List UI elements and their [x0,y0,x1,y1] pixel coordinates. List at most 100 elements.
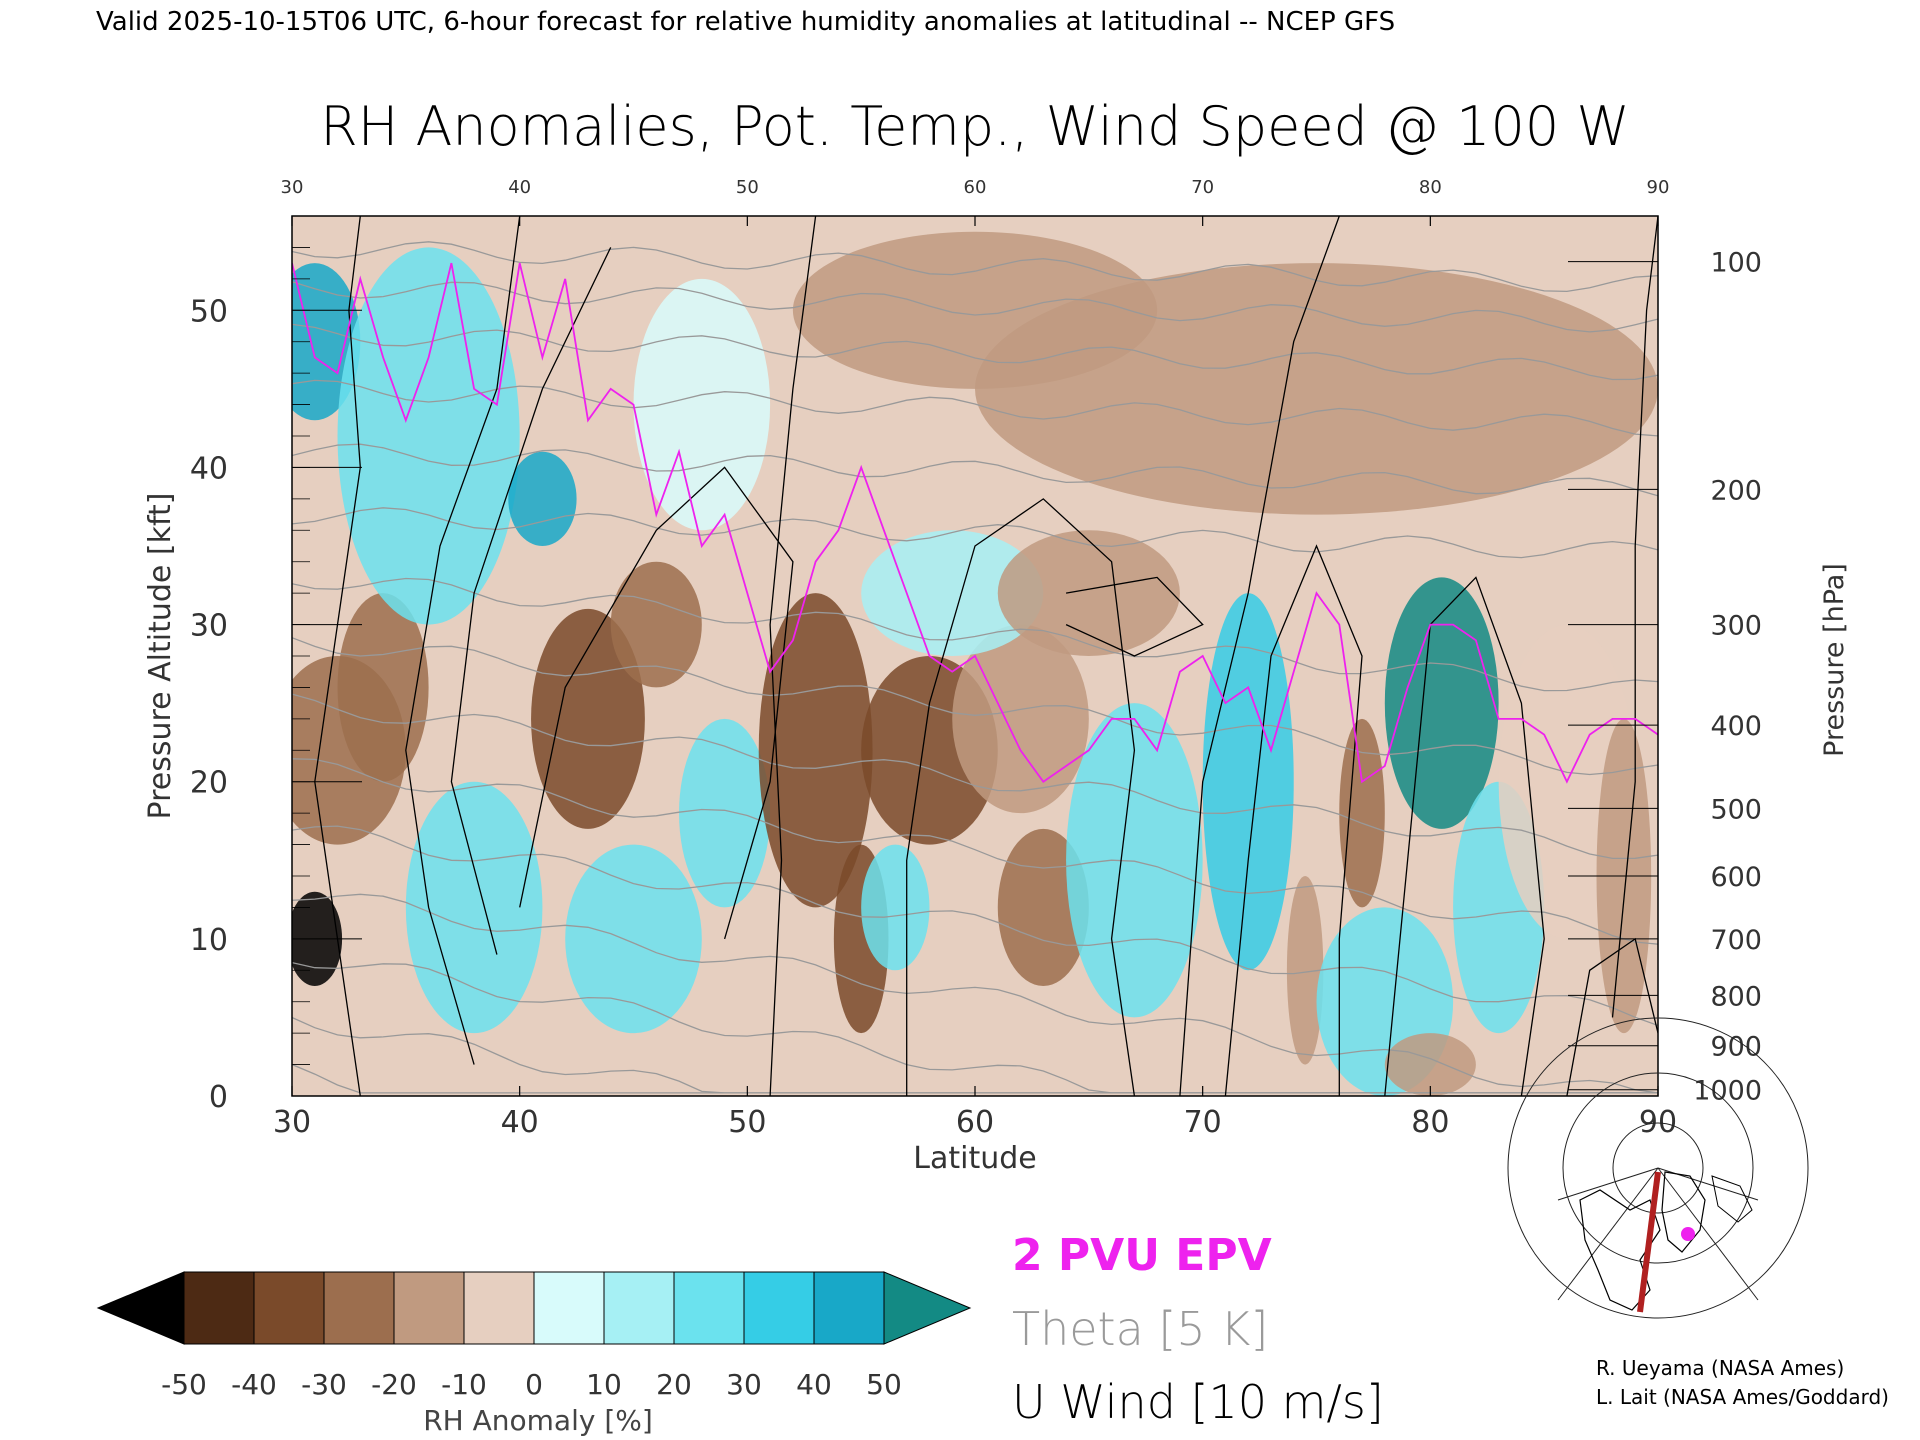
theta-isentrope [292,893,1658,1094]
u-wind-contour [769,216,817,1096]
colorbar-bin [673,1271,745,1345]
credit-line-2: L. Lait (NASA Ames/Goddard) [1596,1385,1889,1409]
y-tick-label: 40 [190,451,228,486]
y-tick-label: 20 [190,766,228,801]
y2-tick-label: 100 [1710,248,1762,279]
u-wind-contour [1611,216,1658,1018]
colorbar-over-arrow [883,1271,972,1345]
legend-theta: Theta [5 K] [1012,1302,1268,1356]
axes: 30 30 40 40 50 50 60 60 70 70 80 80 90 900 10 20 30 40 50 1… [190,177,1762,1140]
colorbar-under-arrow [96,1271,185,1345]
y2-axis-label: Pressure [hPa] [1819,563,1850,757]
rh-anomaly-cell [861,530,1044,657]
u-wind-contour [906,498,1136,1096]
rh-anomaly-cell [861,844,930,971]
colorbar-tick-label: 10 [586,1368,622,1401]
colorbar-bin [743,1271,815,1345]
rh-anomaly-cell [952,624,1089,814]
colorbar-tick-label: 0 [525,1368,543,1401]
x-top-tick-label: 50 [736,177,759,198]
y-tick-label: 0 [209,1080,228,1115]
x-axis-label: Latitude [913,1141,1036,1176]
x-top-tick-label: 80 [1419,177,1442,198]
x-tick-label: 80 [1411,1105,1449,1140]
y2-tick-label: 800 [1710,981,1762,1012]
theta-isentrope [292,379,1658,437]
y2-tick-label: 1000 [1693,1076,1762,1107]
map-latitude-ring [1562,1072,1754,1264]
map-coastline [1661,1171,1706,1253]
rh-anomaly-cell [508,451,577,546]
y2-tick-label: 400 [1710,711,1762,742]
colorbar-tick-label: 40 [796,1368,832,1401]
colorbar-tick-label: -20 [371,1368,417,1401]
colorbar-tick-label: 50 [866,1368,902,1401]
epv-2pvu-contour [292,262,1658,784]
u-wind-contour [1179,216,1340,1096]
colorbar-bin [603,1271,675,1345]
x-top-tick-label: 40 [508,177,531,198]
rh-anomaly-cell [405,781,543,1034]
colorbar-tick-label: -10 [441,1368,487,1401]
rh-anomaly-cell [633,278,771,531]
u-wind-contour [519,466,794,940]
map-latitude-ring [1507,1017,1809,1319]
colorbar-bin [533,1271,605,1345]
rh-anomaly-cell [1066,703,1203,1018]
y2-tick-label: 200 [1710,475,1762,506]
map-location-marker [1681,1227,1695,1241]
theta-isentrope [292,577,1658,692]
map-latitude-ring [1612,1122,1704,1214]
colorbar-bin [183,1271,255,1345]
u-wind-contour [405,216,521,1065]
legend-epv: 2 PVU EPV [1012,1230,1272,1281]
y-tick-label: 30 [190,609,228,644]
colorbar-tick-label: 30 [726,1368,762,1401]
colorbar-bin [323,1271,395,1345]
x-top-tick-label: 30 [281,177,304,198]
y2-tick-label: 600 [1710,862,1762,893]
rh-anomaly-cell [531,608,645,829]
rh-anomaly-cell [792,231,1158,389]
x-tick-label: 40 [501,1105,539,1140]
colorbar: -50 -40 -30 -20 -10 0 10 20 30 40 50 [96,1271,972,1401]
colorbar-tick-label: -50 [161,1368,207,1401]
rh-anomaly-cell [1286,876,1324,1065]
inset-locator-map [1507,1017,1809,1319]
rh-anomaly-cell [565,844,702,1034]
y2-tick-label: 700 [1710,925,1762,956]
x-tick-label: 30 [273,1105,311,1140]
plot-area: 30 30 40 40 50 50 60 60 70 70 80 80 90 900 10 20 30 40 50 1… [190,177,1762,1140]
theta-isentrope [292,241,1658,293]
x-tick-label: 70 [1184,1105,1222,1140]
x-top-tick-label: 60 [964,177,987,198]
colorbar-label: RH Anomaly [%] [423,1404,653,1437]
theta-isentrope [292,507,1658,559]
rh-anomaly-cell [1339,718,1385,908]
theta-isentrope [292,637,1658,776]
credit-line-1: R. Ueyama (NASA Ames) [1596,1356,1844,1380]
theta-isentrope [292,281,1658,333]
legend: 2 PVU EPV Theta [5 K] U Wind [10 m/s] [1012,1230,1384,1429]
colorbar-tick-label: 20 [656,1368,692,1401]
epv-2pvu-line [292,262,1658,784]
colorbar-bin [253,1271,325,1345]
y-axis-label: Pressure Altitude [kft] [143,493,178,820]
rh-anomaly-cell [758,593,873,908]
theta-isentrope [292,825,1658,1027]
rh-anomaly-cell [337,247,520,625]
rh-anomaly-cell [1384,1033,1476,1096]
theta-isentrope [292,323,1658,381]
theta-isentrope [292,693,1658,860]
u-wind-contour [450,247,612,955]
x-tick-label: 60 [956,1105,994,1140]
rh-anomaly-cell [1202,593,1294,971]
rh-anomaly-cell [679,718,771,908]
y2-tick-label: 300 [1710,611,1762,642]
y2-tick-label: 900 [1710,1032,1762,1063]
valid-time-line: Valid 2025-10-15T06 UTC, 6-hour forecast… [96,7,1395,37]
y2-tick-label: 500 [1710,794,1762,825]
u-wind-contour [1224,544,1363,1096]
y-tick-label: 10 [190,923,228,958]
